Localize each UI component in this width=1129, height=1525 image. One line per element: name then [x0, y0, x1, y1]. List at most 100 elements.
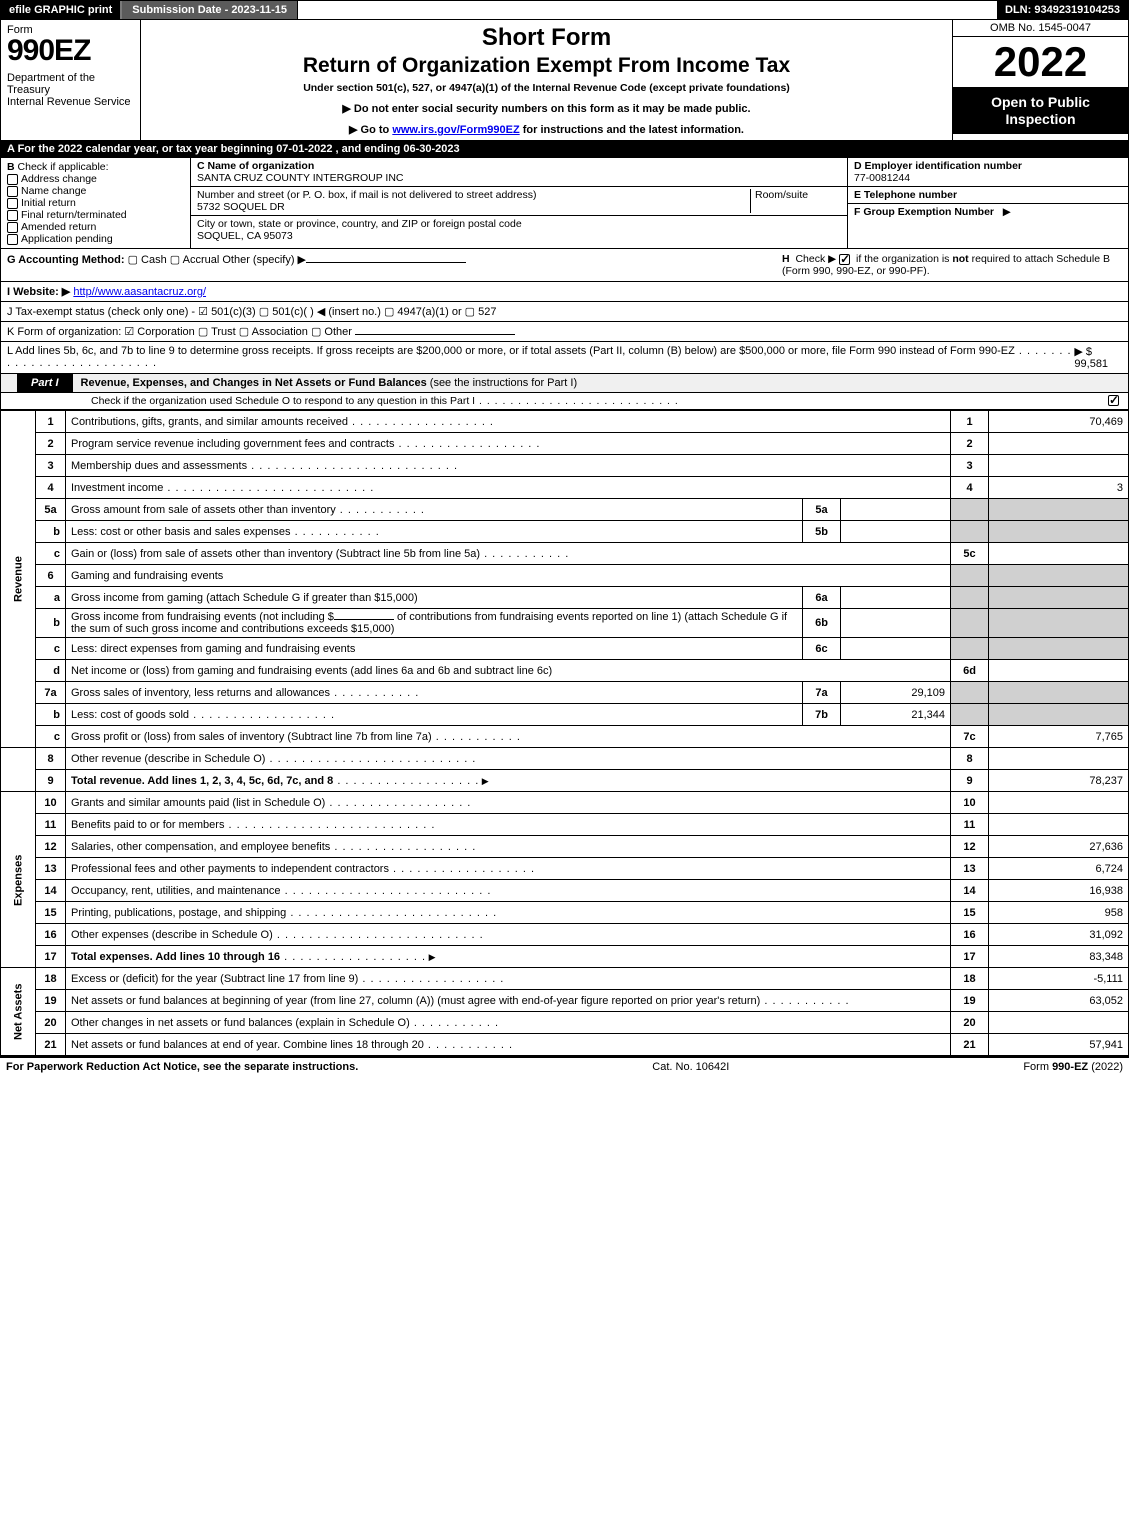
amt-18: -5,111: [989, 968, 1129, 990]
table-row: Revenue 1 Contributions, gifts, grants, …: [1, 411, 1129, 433]
efile-print-button[interactable]: efile GRAPHIC print: [1, 1, 122, 19]
section-h: H Check ▶ if the organization is not req…: [782, 253, 1122, 277]
table-row: 17 Total expenses. Add lines 10 through …: [1, 946, 1129, 968]
ln-5c: c: [36, 543, 66, 565]
ln-6b: b: [36, 609, 66, 638]
table-row: 11 Benefits paid to or for members 11: [1, 814, 1129, 836]
amt-9: 78,237: [989, 770, 1129, 792]
rn-8: 8: [951, 748, 989, 770]
rn-19: 19: [951, 990, 989, 1012]
h-label: H: [782, 253, 790, 265]
ein-value: 77-0081244: [854, 172, 910, 184]
ln-6a: a: [36, 587, 66, 609]
table-row: b Less: cost of goods sold 7b 21,344: [1, 704, 1129, 726]
h-checkbox[interactable]: [839, 254, 850, 265]
amt-11: [989, 814, 1129, 836]
app-pending-checkbox[interactable]: [7, 234, 18, 245]
amt-21: 57,941: [989, 1034, 1129, 1056]
rn-7c: 7c: [951, 726, 989, 748]
page-footer: For Paperwork Reduction Act Notice, see …: [0, 1056, 1129, 1076]
ln-9: 9: [36, 770, 66, 792]
rn-7b-shade: [951, 704, 989, 726]
goto-instructions: ▶ Go to www.irs.gov/Form990EZ for instru…: [149, 123, 944, 136]
website-link[interactable]: http//www.aasantacruz.org/: [73, 286, 206, 298]
part1-title: Revenue, Expenses, and Changes in Net As…: [73, 374, 1128, 392]
b-check-label: Check if applicable:: [18, 161, 109, 173]
arrow-icon: [479, 775, 488, 787]
open-to-public-badge: Open to Public Inspection: [953, 88, 1128, 134]
g-label: G Accounting Method:: [7, 254, 125, 266]
row-a-tax-year: A For the 2022 calendar year, or tax yea…: [0, 141, 1129, 158]
d-1: Contributions, gifts, grants, and simila…: [71, 416, 348, 428]
h-not: not: [952, 253, 968, 265]
amt-16: 31,092: [989, 924, 1129, 946]
ln-6d: d: [36, 660, 66, 682]
g-other-input[interactable]: [306, 262, 466, 263]
d-6d: Net income or (loss) from gaming and fun…: [66, 660, 951, 682]
d-8: Other revenue (describe in Schedule O): [71, 753, 265, 765]
table-row: 16 Other expenses (describe in Schedule …: [1, 924, 1129, 946]
section-j: J Tax-exempt status (check only one) - ☑…: [0, 302, 1129, 322]
section-l: L Add lines 5b, 6c, and 7b to line 9 to …: [0, 342, 1129, 374]
opt-amend: Amended return: [21, 221, 96, 233]
ln-5a: 5a: [36, 499, 66, 521]
rn-15: 15: [951, 902, 989, 924]
rn-3: 3: [951, 455, 989, 477]
part1-sub-text: Check if the organization used Schedule …: [91, 395, 475, 407]
rn-12: 12: [951, 836, 989, 858]
d-10: Grants and similar amounts paid (list in…: [71, 797, 325, 809]
box-6c: 6c: [803, 638, 841, 660]
val-6c: [841, 638, 951, 660]
rn-6-shade: [951, 565, 989, 587]
ln-7a: 7a: [36, 682, 66, 704]
section-c: C Name of organization SANTA CRUZ COUNTY…: [191, 158, 848, 248]
name-change-checkbox[interactable]: [7, 186, 18, 197]
part1-tab: Part I: [17, 374, 73, 392]
amt-6c-shade: [989, 638, 1129, 660]
section-gh: G Accounting Method: ▢ Cash ▢ Accrual Ot…: [0, 249, 1129, 282]
amt-17: 83,348: [989, 946, 1129, 968]
k-other-input[interactable]: [355, 334, 515, 335]
table-row: c Gain or (loss) from sale of assets oth…: [1, 543, 1129, 565]
rn-6c-shade: [951, 638, 989, 660]
part1-schedule-o-checkbox[interactable]: [1108, 395, 1119, 406]
org-name: SANTA CRUZ COUNTY INTERGROUP INC: [197, 172, 404, 184]
fundraising-amount-input[interactable]: [334, 619, 394, 620]
ein-cell: D Employer identification number 77-0081…: [848, 158, 1128, 187]
box-7a: 7a: [803, 682, 841, 704]
rn-5c: 5c: [951, 543, 989, 565]
val-5a: [841, 499, 951, 521]
k-text: K Form of organization: ☑ Corporation ▢ …: [7, 326, 352, 338]
rn-6b-shade: [951, 609, 989, 638]
rn-14: 14: [951, 880, 989, 902]
table-row: 2 Program service revenue including gove…: [1, 433, 1129, 455]
goto-suffix: for instructions and the latest informat…: [520, 124, 744, 136]
amt-5a-shade: [989, 499, 1129, 521]
section-g: G Accounting Method: ▢ Cash ▢ Accrual Ot…: [7, 253, 762, 277]
amended-return-checkbox[interactable]: [7, 222, 18, 233]
amt-12: 27,636: [989, 836, 1129, 858]
rn-9: 9: [951, 770, 989, 792]
val-5b: [841, 521, 951, 543]
goto-prefix: ▶ Go to: [349, 124, 392, 136]
omb-number: OMB No. 1545-0047: [953, 20, 1128, 37]
part1-table: Revenue 1 Contributions, gifts, grants, …: [0, 410, 1129, 1056]
d-7a: Gross sales of inventory, less returns a…: [71, 687, 330, 699]
l-text: L Add lines 5b, 6c, and 7b to line 9 to …: [7, 345, 1074, 370]
table-row: 5a Gross amount from sale of assets othe…: [1, 499, 1129, 521]
irs-link[interactable]: www.irs.gov/Form990EZ: [392, 124, 519, 136]
street-row: Number and street (or P. O. box, if mail…: [191, 187, 847, 216]
top-bar: efile GRAPHIC print Submission Date - 20…: [0, 0, 1129, 20]
room-label: Room/suite: [755, 189, 808, 201]
group-label: F Group Exemption Number: [854, 206, 994, 218]
footer-cat: Cat. No. 10642I: [652, 1061, 729, 1073]
rn-13: 13: [951, 858, 989, 880]
part1-sub: Check if the organization used Schedule …: [0, 393, 1129, 410]
ln-16: 16: [36, 924, 66, 946]
initial-return-checkbox[interactable]: [7, 198, 18, 209]
amt-6a-shade: [989, 587, 1129, 609]
final-return-checkbox[interactable]: [7, 210, 18, 221]
box-6a: 6a: [803, 587, 841, 609]
addr-change-checkbox[interactable]: [7, 174, 18, 185]
tax-year: 2022: [953, 37, 1128, 88]
